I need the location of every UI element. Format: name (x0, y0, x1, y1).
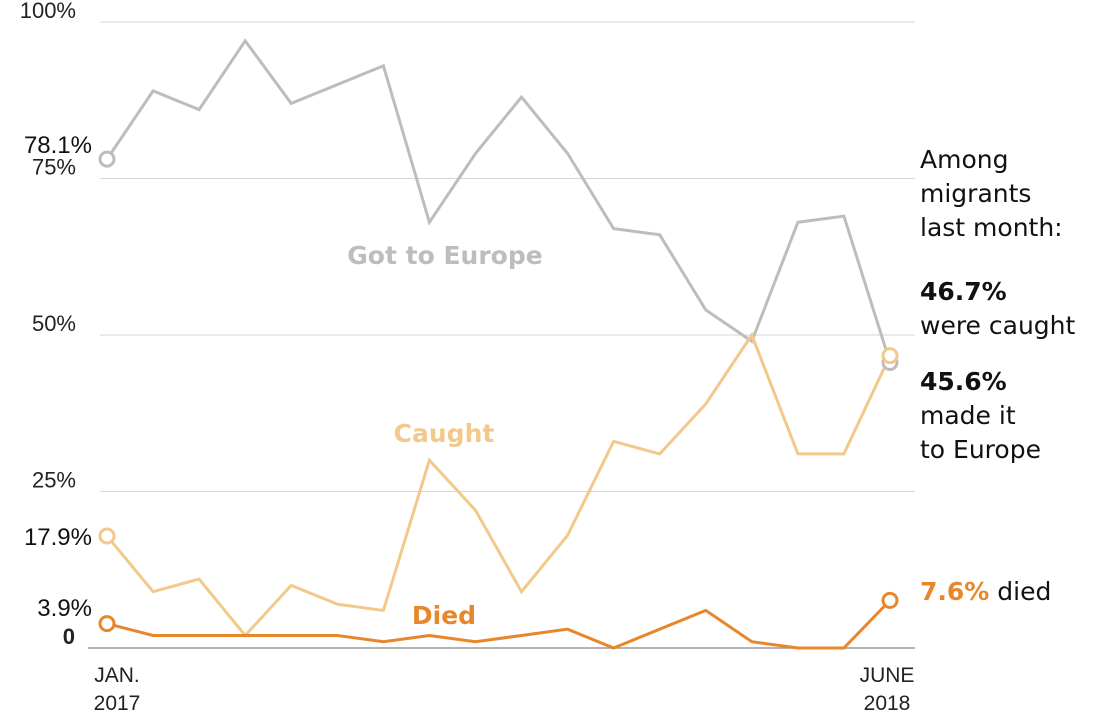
point-caught-start (98, 527, 116, 545)
annotation-europe-text-1: made it (920, 401, 1016, 430)
annotation-europe-text-2: to Europe (920, 435, 1041, 464)
annotation-heading-1: Among (920, 145, 1008, 174)
annotation-died: 7.6% died (920, 577, 1051, 606)
start-value-got-to-europe: 78.1% (24, 132, 92, 159)
x-tick-jan-2017-line1: JAN. (94, 664, 140, 687)
point-got-to-europe-start (98, 150, 116, 168)
annotation-died-value: 7.6% (920, 577, 989, 606)
x-tick-june-2018-line1: JUNE (860, 664, 915, 687)
series-label-caught: Caught (394, 419, 495, 448)
y-tick-label-0: 0 (63, 624, 75, 649)
annotation-heading-3: last month: (920, 213, 1063, 242)
series-line-got-to-europe (105, 38, 892, 364)
y-tick-label-25: 25% (32, 468, 76, 493)
series-lines (105, 38, 892, 650)
annotation-europe-value: 45.6% (920, 367, 1007, 396)
point-caught-end (881, 347, 899, 365)
annotation-caught-text: were caught (920, 311, 1076, 340)
series-label-got-to-europe: Got to Europe (347, 241, 542, 270)
y-tick-label-75: 75% (32, 155, 76, 180)
series-markers (98, 150, 899, 633)
annotation-heading-2: migrants (920, 179, 1031, 208)
series-label-died: Died (412, 601, 476, 630)
start-value-died: 3.9% (37, 595, 92, 622)
point-died-start (98, 615, 116, 633)
start-value-caught: 17.9% (24, 524, 92, 551)
y-tick-label-100: 100% (20, 0, 76, 23)
grid-lines (88, 21, 915, 649)
x-tick-june-2018-line2: 2018 (864, 692, 911, 715)
series-line-caught (105, 331, 892, 638)
y-axis-ticks: 100% 75% 50% 25% 0 (20, 0, 76, 649)
annotation-died-text: died (989, 577, 1051, 606)
x-tick-jan-2017-line2: 2017 (94, 692, 141, 715)
point-died-end (881, 591, 899, 609)
y-tick-label-50: 50% (32, 311, 76, 336)
series-line-died (105, 598, 892, 650)
annotation-caught-value: 46.7% (920, 277, 1007, 306)
